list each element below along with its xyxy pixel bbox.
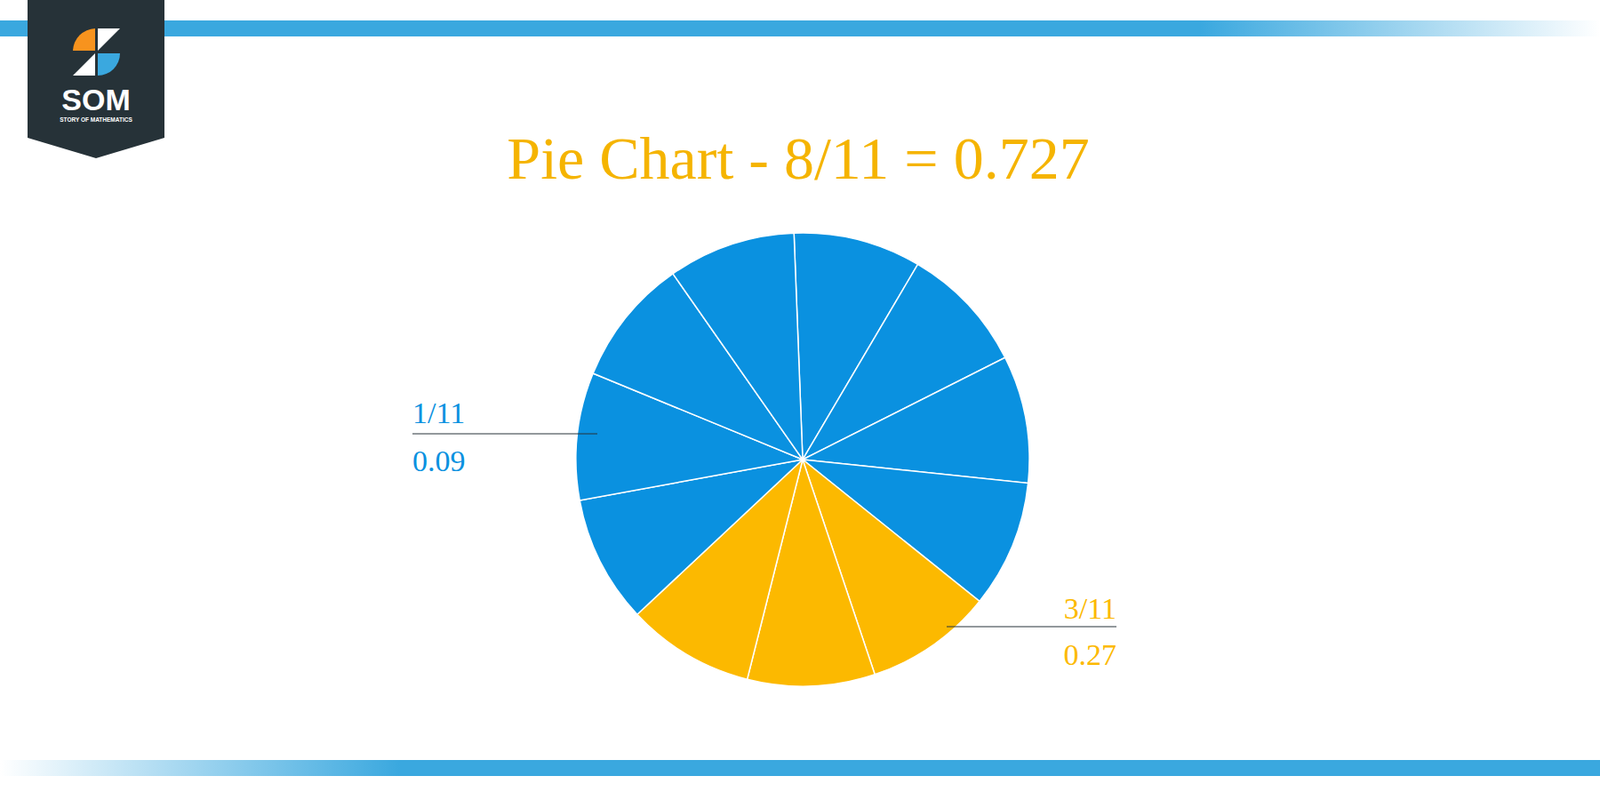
annotation-label: 3/11: [1064, 592, 1117, 625]
annotation-value: 0.27: [1064, 638, 1118, 672]
bottom-bar: [0, 760, 1600, 776]
logo-text: SOM: [61, 82, 130, 117]
logo-icon: [72, 28, 96, 51]
logo-icon: [72, 53, 96, 76]
logo-icon: [97, 53, 120, 76]
annotation-label: 1/11: [412, 396, 465, 430]
pie: [576, 232, 1030, 687]
title: Pie Chart - 8/11 = 0.727: [506, 124, 1089, 192]
logo: SOMSTORY OF MATHEMATICS: [27, 0, 165, 159]
annotation: 1/11 0.09: [412, 396, 598, 478]
chart-canvas: SOMSTORY OF MATHEMATICS Pie Chart - 8/11 …: [0, 0, 1600, 800]
top-bar: [0, 20, 1600, 37]
leader-line: [946, 626, 1117, 628]
logo-badge: [27, 0, 165, 159]
logo-icon: [97, 28, 120, 51]
logo-tagline: STORY OF MATHEMATICS: [59, 116, 133, 123]
annotation: 3/11 0.27: [946, 592, 1117, 672]
annotation-value: 0.09: [412, 444, 466, 478]
pie-slice: [672, 232, 803, 460]
leader-line: [412, 433, 598, 435]
